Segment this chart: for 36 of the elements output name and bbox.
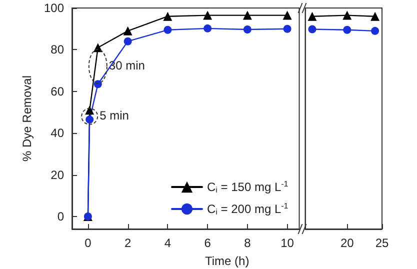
point [342, 10, 352, 20]
point [371, 26, 380, 35]
y-tick-label: 20 [50, 168, 64, 182]
point [124, 37, 132, 46]
point [282, 10, 292, 20]
point [283, 24, 292, 33]
x-tick-label: 0 [84, 236, 92, 250]
annotation: 30 min [108, 58, 145, 72]
point [308, 12, 317, 21]
x-tick-label: 10 [280, 236, 294, 250]
point [243, 25, 252, 34]
x-tick-label: 8 [244, 236, 252, 250]
point [204, 24, 212, 32]
y-tick-label: 100 [44, 1, 64, 15]
point [242, 10, 252, 20]
point [94, 80, 102, 88]
x-tick-label: 20 [340, 236, 354, 250]
point [164, 26, 172, 34]
x-tick-label: 2 [124, 236, 132, 250]
point [370, 12, 380, 21]
annotation: 5 min [100, 108, 129, 122]
y-tick-label: 80 [50, 42, 64, 57]
y-axis-title: % Dye Removal [20, 75, 34, 162]
point [85, 106, 94, 115]
x-tick-label: 4 [164, 236, 172, 250]
point [123, 26, 132, 36]
x-axis-title: Time (h) [205, 254, 250, 268]
x-tick-label: 6 [204, 236, 212, 250]
point [343, 26, 352, 34]
point [308, 25, 316, 34]
x-tick-label: 25 [375, 236, 389, 250]
point [203, 10, 212, 20]
point [163, 12, 172, 21]
y-tick-label: 0 [57, 209, 64, 224]
y-tick-label: 40 [50, 126, 64, 140]
y-tick-label: 60 [50, 84, 64, 98]
